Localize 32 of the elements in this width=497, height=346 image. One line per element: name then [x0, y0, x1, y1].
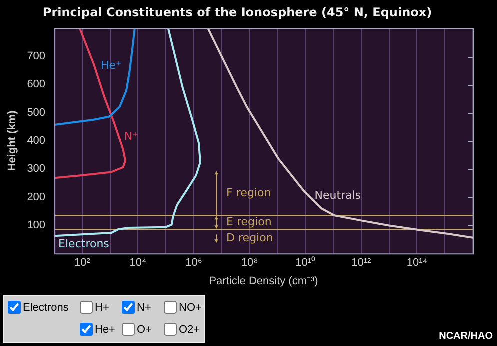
x-axis-title: Particle Density (cm⁻³): [209, 275, 318, 288]
x-tick-label: 10⁸: [241, 257, 258, 270]
y-tick-label: 700: [27, 50, 46, 63]
series-label: Neutrals: [314, 188, 362, 202]
y-tick-label: 500: [27, 106, 46, 119]
y-tick-label: 100: [27, 219, 46, 232]
annotation: E region: [226, 215, 272, 228]
x-tick-label: 10⁴: [130, 257, 147, 270]
text: N+: [137, 302, 152, 314]
text: H+: [95, 302, 110, 314]
text: O+: [137, 324, 152, 336]
x-tick-label: 10²: [74, 257, 91, 270]
text: NO+: [179, 302, 202, 314]
text: NCAR/HAO: [439, 331, 493, 342]
chart-title: Principal Constituents of the Ionosphere (45° N, Equinox): [42, 5, 432, 20]
series-label: Electrons: [58, 237, 110, 250]
y-tick-label: 400: [27, 135, 46, 148]
series-label: N⁺: [124, 130, 139, 144]
annotation: D region: [226, 232, 274, 245]
y-tick-label: 600: [27, 78, 46, 91]
x-tick-label: 10⁶: [186, 257, 202, 270]
y-tick-label: 300: [27, 163, 46, 176]
y-axis-title: Height (km): [6, 110, 19, 172]
text: O2+: [179, 324, 200, 336]
annotation: F region: [226, 186, 272, 200]
series-label: He⁺: [100, 58, 122, 72]
y-tick-label: 200: [27, 191, 46, 204]
text: Electrons: [23, 302, 69, 314]
text: He+: [95, 324, 116, 336]
x-tick-label: 10¹⁰: [296, 256, 316, 270]
x-tick-label: 10¹⁴: [406, 257, 428, 270]
x-tick-label: 10¹²: [352, 257, 372, 270]
